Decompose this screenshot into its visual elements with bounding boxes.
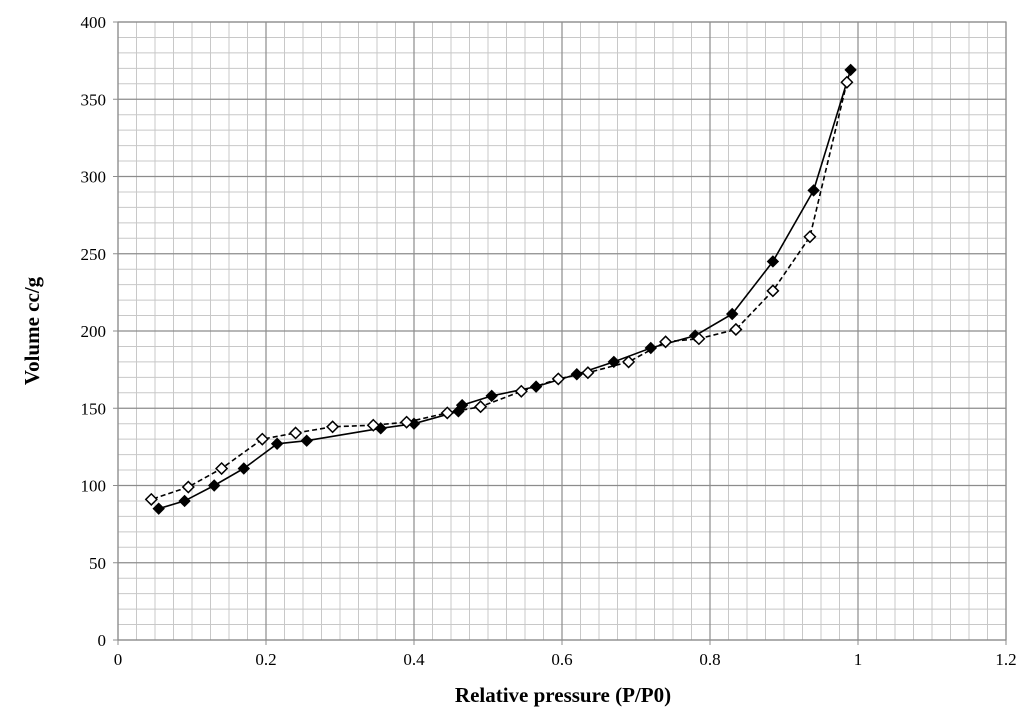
filled-diamond-marker (270, 437, 284, 450)
filled-diamond-marker (844, 63, 857, 77)
filled-diamond-marker (570, 368, 584, 381)
filled-diamond-marker (529, 380, 543, 393)
filled-diamond-marker (207, 479, 221, 492)
open-diamond-marker (255, 432, 269, 446)
open-diamond-marker (400, 415, 414, 429)
filled-diamond-marker (644, 341, 658, 355)
y-tick-label: 300 (81, 168, 107, 187)
filled-diamond-marker (766, 255, 780, 268)
open-diamond-marker (581, 366, 595, 380)
x-axis-tick-labels: 0 0.2 0.4 0.6 0.8 1 1.2 (114, 650, 1017, 669)
open-diamond-marker (622, 355, 636, 369)
open-diamond-marker (326, 420, 340, 434)
filled-diamond-marker (300, 434, 313, 447)
filled-diamond-marker (607, 355, 621, 369)
plot-frame (117, 21, 1007, 641)
x-tick-label: 0.6 (551, 650, 572, 669)
x-tick-label: 0 (114, 650, 123, 669)
open-diamond-marker (181, 480, 195, 494)
filled-diamond-marker (725, 307, 739, 321)
y-tick-label: 250 (81, 245, 107, 264)
open-diamond-marker (514, 384, 528, 398)
open-diamond-marker (659, 335, 673, 349)
open-diamond-marker (692, 332, 706, 346)
x-tick-label: 0.8 (699, 650, 720, 669)
solid-series-line (158, 69, 852, 510)
open-diamond-marker (144, 492, 158, 506)
y-axis-tick-labels: 0 50 100 150 200 250 300 350 400 (81, 13, 107, 650)
x-tick-label: 0.2 (255, 650, 276, 669)
series-markers (144, 63, 857, 515)
open-diamond-marker (803, 230, 817, 244)
y-axis-title: Volume cc/g (20, 276, 44, 385)
y-tick-label: 150 (81, 399, 107, 418)
filled-diamond-marker (485, 389, 498, 403)
major-gridlines (113, 21, 1007, 645)
open-diamond-marker (474, 400, 488, 414)
filled-diamond-marker (152, 502, 165, 515)
y-tick-label: 400 (81, 13, 107, 32)
series-lines (151, 69, 852, 510)
filled-diamond-marker (237, 462, 251, 475)
plot-area-border (117, 21, 1007, 641)
open-diamond-marker (366, 418, 380, 432)
y-tick-label: 100 (81, 477, 107, 496)
x-axis-title: Relative pressure (P/P0) (455, 683, 671, 707)
open-diamond-marker (729, 322, 743, 337)
open-diamond-marker (440, 406, 454, 420)
filled-diamond-marker (178, 494, 191, 508)
x-tick-label: 0.4 (403, 650, 425, 669)
dashed-series-line (151, 82, 848, 501)
y-tick-label: 50 (89, 554, 106, 573)
y-tick-label: 350 (81, 90, 107, 109)
open-diamond-marker (840, 75, 854, 89)
open-diamond-marker (766, 284, 780, 298)
open-diamond-marker (215, 461, 229, 476)
filled-diamond-marker (807, 184, 820, 197)
filled-diamond-marker (455, 398, 469, 412)
y-tick-label: 200 (81, 322, 107, 341)
y-tick-label: 0 (98, 631, 107, 650)
open-diamond-marker (551, 372, 565, 386)
x-tick-label: 1 (854, 650, 863, 669)
open-diamond-marker (289, 426, 303, 440)
x-tick-label: 1.2 (995, 650, 1016, 669)
